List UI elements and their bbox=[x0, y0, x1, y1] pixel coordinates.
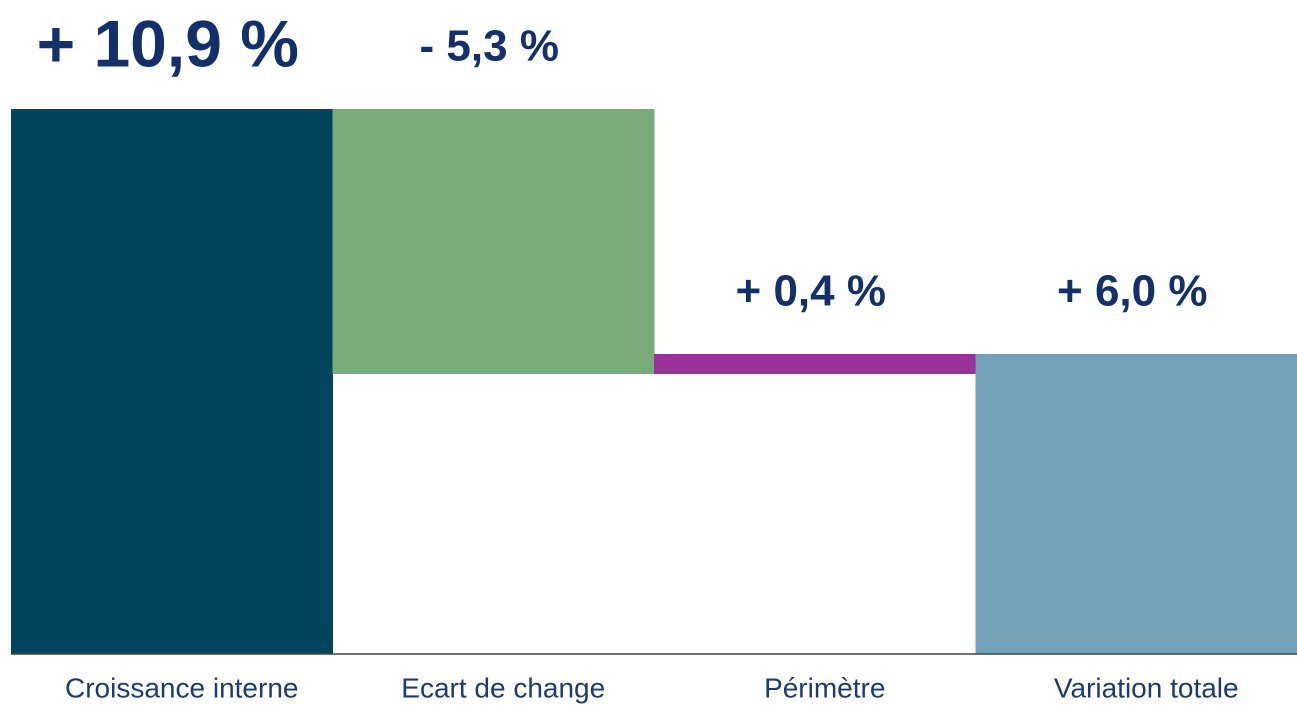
bar bbox=[11, 109, 333, 654]
bar bbox=[975, 354, 1297, 654]
x-tick-label: Ecart de change bbox=[401, 672, 605, 703]
value-label: + 0,4 % bbox=[736, 267, 886, 316]
x-tick-label: Périmètre bbox=[764, 672, 885, 703]
value-label: + 6,0 % bbox=[1057, 267, 1207, 316]
bar bbox=[332, 109, 655, 374]
value-label: - 5,3 % bbox=[420, 22, 559, 71]
value-label: + 10,9 % bbox=[37, 6, 299, 80]
x-tick-label: Variation totale bbox=[1054, 672, 1239, 703]
x-tick-label: Croissance interne bbox=[65, 672, 298, 703]
bar bbox=[654, 354, 976, 374]
